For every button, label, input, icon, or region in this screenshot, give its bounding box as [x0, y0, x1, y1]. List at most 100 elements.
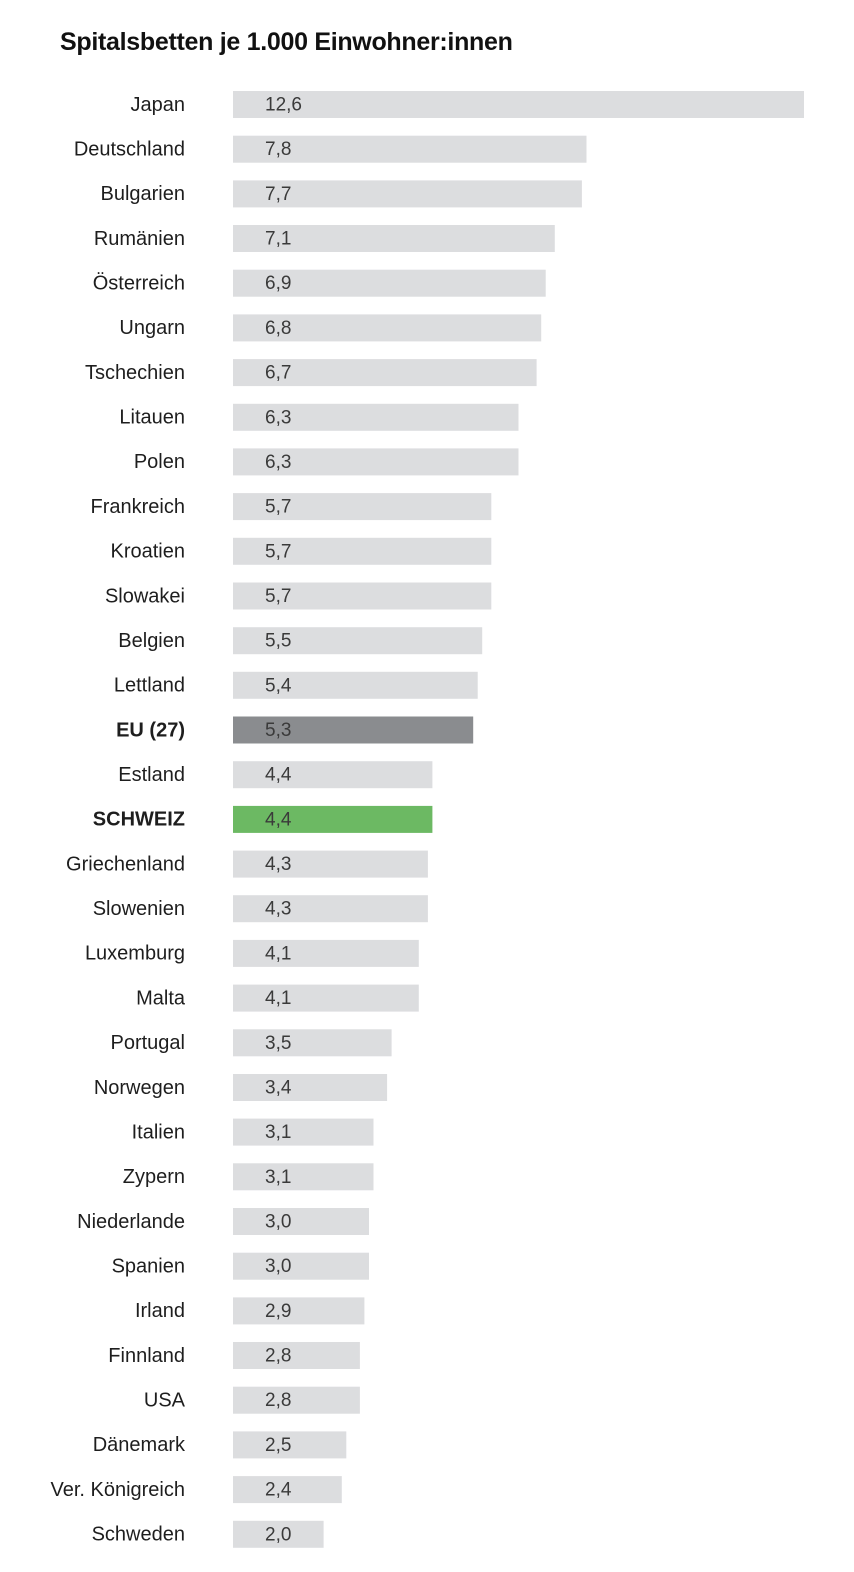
category-label-30: Dänemark	[93, 1434, 186, 1456]
category-label-23: Italien	[132, 1121, 185, 1143]
category-label-8: Polen	[134, 451, 185, 473]
bar-32	[233, 1520, 324, 1548]
value-label-8: 6,3	[265, 452, 291, 473]
category-label-16: SCHWEIZ	[93, 809, 185, 831]
value-label-23: 3,1	[265, 1122, 291, 1143]
category-label-2: Bulgarien	[100, 183, 185, 205]
bar-21	[233, 1029, 392, 1057]
category-label-1: Deutschland	[74, 138, 185, 160]
value-label-0: 12,6	[265, 95, 302, 116]
category-label-24: Zypern	[123, 1166, 185, 1188]
category-label-29: USA	[144, 1389, 186, 1411]
category-label-11: Slowakei	[105, 585, 185, 607]
category-label-13: Lettland	[114, 675, 185, 697]
category-label-31: Ver. Königreich	[50, 1479, 185, 1501]
value-label-11: 5,7	[265, 586, 291, 607]
value-label-30: 2,5	[265, 1435, 291, 1456]
category-label-20: Malta	[136, 987, 186, 1009]
category-label-5: Ungarn	[119, 317, 185, 339]
value-label-21: 3,5	[265, 1033, 291, 1054]
value-label-27: 2,9	[265, 1301, 291, 1322]
category-label-6: Tschechien	[85, 362, 185, 384]
bar-20	[233, 984, 419, 1012]
bar-25	[233, 1208, 369, 1235]
bar-23	[233, 1118, 374, 1146]
bar-27	[233, 1297, 365, 1325]
bar-29	[233, 1386, 360, 1414]
bar-28	[233, 1342, 360, 1369]
bar-1	[233, 135, 587, 163]
category-label-12: Belgien	[118, 630, 185, 652]
bar-11	[233, 582, 492, 610]
category-label-9: Frankreich	[91, 496, 185, 518]
bar-7	[233, 403, 519, 431]
bar-9	[233, 493, 492, 521]
chart-title: Spitalsbetten je 1.000 Einwohner:innen	[60, 28, 513, 56]
bar-17	[233, 850, 428, 878]
bar-10	[233, 537, 492, 565]
category-label-4: Österreich	[93, 272, 185, 294]
category-label-14: EU (27)	[116, 719, 185, 741]
bar-22	[233, 1074, 388, 1101]
bar-8	[233, 448, 519, 476]
bar-12	[233, 627, 483, 655]
value-label-3: 7,1	[265, 229, 291, 250]
bar-3	[233, 225, 555, 252]
bar-2	[233, 180, 582, 208]
category-label-27: Irland	[135, 1300, 185, 1322]
value-label-19: 4,1	[265, 943, 291, 964]
value-label-20: 4,1	[265, 988, 291, 1009]
value-label-25: 3,0	[265, 1212, 291, 1233]
bar-31	[233, 1476, 342, 1504]
value-label-26: 3,0	[265, 1256, 291, 1277]
value-label-5: 6,8	[265, 318, 291, 339]
category-label-21: Portugal	[111, 1032, 186, 1054]
category-label-25: Niederlande	[77, 1211, 185, 1233]
bar-0	[233, 91, 804, 118]
bar-5	[233, 314, 542, 342]
bar-18	[233, 895, 428, 923]
category-label-10: Kroatien	[111, 541, 186, 563]
value-label-16: 4,4	[265, 809, 292, 830]
category-label-22: Norwegen	[94, 1077, 185, 1099]
category-label-26: Spanien	[112, 1255, 185, 1277]
category-label-15: Estland	[118, 764, 185, 786]
bar-14	[233, 716, 474, 744]
bar-24	[233, 1163, 374, 1191]
value-label-9: 5,7	[265, 497, 291, 518]
value-label-7: 6,3	[265, 407, 291, 428]
value-label-15: 4,4	[265, 765, 292, 786]
category-label-19: Luxemburg	[85, 943, 185, 965]
category-label-17: Griechenland	[66, 853, 185, 875]
category-label-32: Schweden	[92, 1524, 185, 1546]
value-label-29: 2,8	[265, 1390, 291, 1411]
value-label-24: 3,1	[265, 1167, 291, 1188]
category-label-0: Japan	[131, 94, 186, 116]
bar-26	[233, 1252, 369, 1280]
value-label-13: 5,4	[265, 675, 292, 696]
value-label-1: 7,8	[265, 139, 291, 160]
bar-30	[233, 1431, 347, 1459]
category-label-3: Rumänien	[94, 228, 185, 250]
bar-19	[233, 939, 419, 967]
value-label-22: 3,4	[265, 1078, 292, 1099]
bar-4	[233, 269, 546, 297]
value-label-14: 5,3	[265, 720, 291, 741]
value-label-32: 2,0	[265, 1524, 291, 1545]
value-label-6: 6,7	[265, 363, 291, 384]
value-label-10: 5,7	[265, 541, 291, 562]
category-label-18: Slowenien	[93, 898, 185, 920]
value-label-17: 4,3	[265, 854, 291, 875]
value-label-2: 7,7	[265, 184, 291, 205]
bar-16	[233, 805, 433, 833]
value-label-28: 2,8	[265, 1346, 291, 1367]
value-label-31: 2,4	[265, 1480, 292, 1501]
bar-15	[233, 761, 433, 789]
category-label-7: Litauen	[119, 407, 185, 429]
value-label-4: 6,9	[265, 273, 291, 294]
bar-6	[233, 359, 537, 387]
category-label-28: Finnland	[108, 1345, 185, 1367]
bar-13	[233, 671, 478, 699]
value-label-12: 5,5	[265, 631, 291, 652]
